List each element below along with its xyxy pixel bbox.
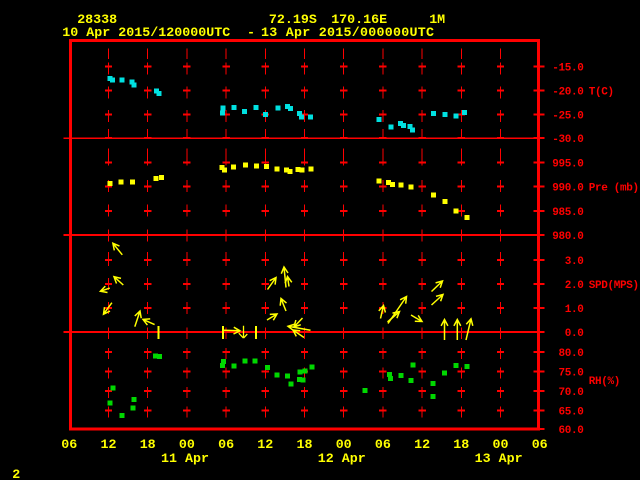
svg-text:60.0: 60.0 (558, 425, 583, 437)
svg-text:06: 06 (532, 438, 548, 453)
svg-text:-: - (247, 26, 255, 41)
svg-text:985.0: 985.0 (552, 207, 583, 219)
svg-text:12: 12 (414, 438, 430, 453)
svg-text:00: 00 (179, 438, 195, 453)
svg-text:12: 12 (101, 438, 117, 453)
svg-text:1M: 1M (429, 13, 445, 28)
svg-text:T(C): T(C) (589, 86, 614, 98)
svg-text:1.0: 1.0 (565, 304, 584, 316)
svg-text:12: 12 (257, 438, 273, 453)
svg-text:0.0: 0.0 (565, 328, 584, 340)
svg-text:170.16E: 170.16E (331, 13, 387, 28)
svg-text:75.0: 75.0 (558, 367, 583, 379)
svg-text:2.0: 2.0 (565, 280, 584, 292)
svg-text:-15.0: -15.0 (552, 63, 583, 75)
svg-text:SPD(MPS): SPD(MPS) (589, 280, 639, 292)
svg-text:980.0: 980.0 (552, 231, 583, 243)
svg-text:3.0: 3.0 (565, 256, 584, 268)
svg-text:28338: 28338 (77, 13, 117, 28)
svg-text:2: 2 (12, 468, 20, 480)
svg-text:-25.0: -25.0 (552, 110, 583, 122)
svg-text:-20.0: -20.0 (552, 86, 583, 98)
svg-text:06: 06 (375, 438, 391, 453)
svg-text:65.0: 65.0 (558, 406, 583, 418)
svg-text:00: 00 (336, 438, 352, 453)
svg-text:00: 00 (493, 438, 509, 453)
svg-text:06: 06 (218, 438, 234, 453)
svg-text:18: 18 (297, 438, 313, 453)
svg-text:-30.0: -30.0 (552, 134, 583, 146)
svg-text:RH(%): RH(%) (589, 376, 620, 388)
svg-text:990.0: 990.0 (552, 183, 583, 195)
svg-text:70.0: 70.0 (558, 387, 583, 399)
svg-text:18: 18 (453, 438, 469, 453)
svg-text:12 Apr: 12 Apr (318, 452, 366, 467)
svg-text:995.0: 995.0 (552, 159, 583, 171)
svg-text:06: 06 (61, 438, 77, 453)
svg-text:13 Apr 2015/000000UTC: 13 Apr 2015/000000UTC (261, 26, 434, 41)
svg-text:13 Apr: 13 Apr (475, 452, 523, 467)
svg-text:18: 18 (140, 438, 156, 453)
svg-text:11 Apr: 11 Apr (161, 452, 209, 467)
svg-text:10 Apr 2015/120000UTC: 10 Apr 2015/120000UTC (62, 26, 230, 41)
svg-text:72.19S: 72.19S (269, 13, 317, 28)
svg-text:Pre (mb): Pre (mb) (589, 183, 639, 195)
svg-text:80.0: 80.0 (558, 348, 583, 360)
